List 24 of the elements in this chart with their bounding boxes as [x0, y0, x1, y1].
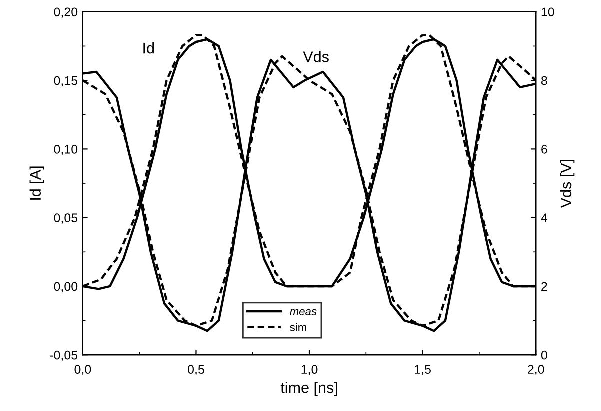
y-tick-label: 0,10	[54, 144, 78, 156]
legend-label: meas	[290, 309, 317, 316]
y-axis-title: Id [A]	[30, 166, 44, 200]
y2-tick-label: 0	[541, 350, 548, 360]
annotation: Id	[144, 42, 154, 54]
x-tick-label: 0,0	[74, 365, 92, 376]
x-tick-label: 2,0	[528, 365, 544, 376]
y2-tick-label: 2	[542, 282, 548, 291]
y-tick-label: 0,05	[54, 214, 78, 224]
y2-tick-label: 8	[541, 76, 548, 86]
legend-label: sim	[290, 323, 306, 332]
annotation: Vds	[303, 51, 329, 62]
x-tick-label: 0,5	[188, 365, 204, 376]
y-tick-label: 0,20	[54, 8, 78, 18]
y-tick-label: -0,05	[50, 350, 78, 362]
y2-tick-label: 4	[541, 214, 548, 222]
x-tick-label: 1,5	[415, 365, 431, 376]
y2-tick-label: 6	[542, 144, 548, 154]
x-axis-title: time [ns]	[280, 382, 338, 396]
y-tick-label: 0,00	[54, 282, 78, 293]
y2-tick-label: 10	[542, 8, 554, 17]
y-tick-label: 0,15	[54, 76, 78, 87]
x-tick-label: 1,0	[302, 365, 318, 376]
y2-axis-title: Vds [V]	[560, 160, 575, 208]
